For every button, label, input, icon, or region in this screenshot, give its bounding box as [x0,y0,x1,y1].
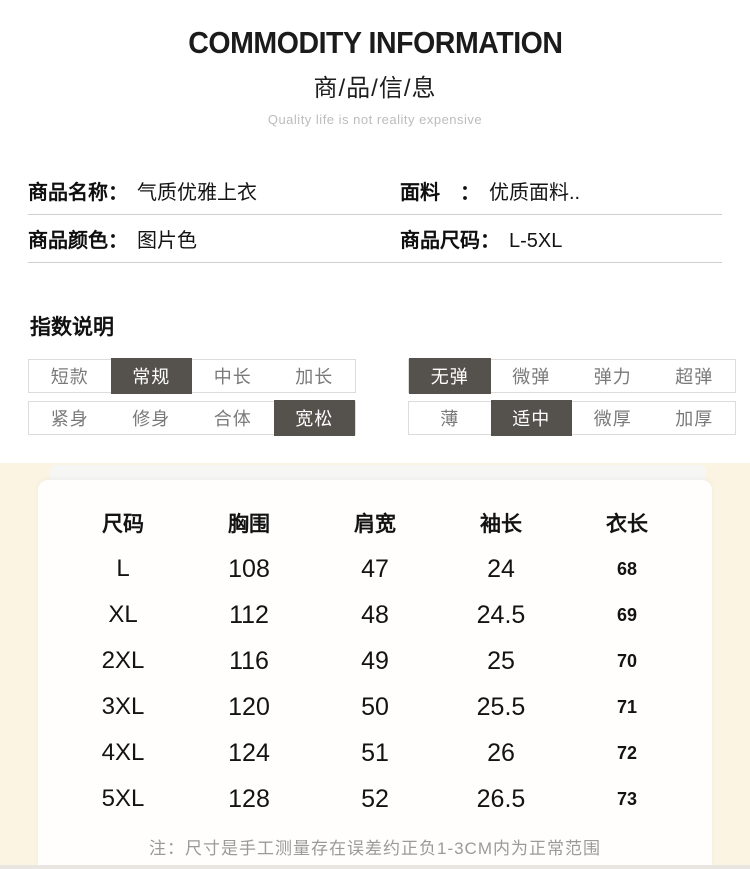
option-chip-mid: 中长 [213,367,252,388]
table-row-5xl: 5XL 128 52 26.5 73 [60,776,690,822]
length-cell: 71 [616,696,638,717]
option-chip-thin: 薄 [440,409,460,430]
fabric-label: 面料 ： [400,182,480,205]
bust-cell: 112 [229,600,269,629]
sleeve-cell: 24 [487,554,515,583]
option-chip-regular: 常规 [110,358,192,395]
col-header-size: 尺码 [102,513,144,536]
table-row-l: L 108 47 24 68 [60,546,690,592]
table-row-xl: XL 112 48 24.5 69 [60,592,690,638]
bust-cell: 120 [228,692,270,721]
page-tagline: Quality life is not reality expensive [267,112,483,128]
info-row-1: 商品名称： 气质优雅上衣 面料 ： 优质面料.. [28,167,722,216]
fabric-field: 面料 ： 优质面料.. [400,176,722,205]
length-cell: 73 [616,788,638,809]
product-name-label: 商品名称： [28,182,128,205]
size-chart-panel: 尺码 胸围 肩宽 袖长 衣长 L 108 47 24 68 XL 112 48 [38,480,712,869]
shoulder-cell: 49 [361,646,389,675]
option-chip-no-stretch: 无弹 [409,358,491,395]
page-title: COMMODITY INFORMATION [187,25,563,60]
shoulder-cell: 50 [361,692,389,721]
page-subtitle-cn: 商/品/信/息 [313,75,437,103]
length-cell: 68 [616,558,638,579]
chip-row-thickness: 薄 适中 微厚 加厚 [408,400,736,437]
option-chip-long: 加长 [295,367,334,388]
size-cell: 5XL [101,785,145,812]
option-chip-tight: 紧身 [50,409,89,430]
product-info-section: 商品名称： 气质优雅上衣 面料 ： 优质面料.. 商品颜色： 图片色 商品尺码：… [0,167,750,264]
bust-cell: 116 [229,646,269,675]
size-cell: XL [108,601,138,628]
page-header: COMMODITY INFORMATION 商/品/信/息 Quality li… [0,0,750,127]
bust-cell: 124 [228,738,270,767]
shoulder-cell: 52 [361,784,389,813]
size-chart-section: 尺码 胸围 肩宽 袖长 衣长 L 108 47 24 68 XL 112 48 [0,463,750,869]
size-cell: 3XL [101,693,145,720]
fabric-value: 优质面料.. [489,182,581,205]
chip-group-length-fit: 短款 常规 中长 加长 紧身 修身 合体 宽松 [28,358,356,443]
shoulder-cell: 48 [361,600,389,629]
option-chip-mild-thick: 微厚 [593,409,632,430]
size-table: 尺码 胸围 肩宽 袖长 衣长 L 108 47 24 68 XL 112 48 [38,480,712,859]
table-row-3xl: 3XL 120 50 25.5 71 [60,684,690,730]
sleeve-cell: 26 [487,738,515,767]
chip-group-stretch-thickness: 无弹 微弹 弹力 超弹 薄 适中 微厚 加厚 [408,358,736,443]
product-name-value: 气质优雅上衣 [137,182,257,205]
table-row-4xl: 4XL 124 51 26 72 [60,730,690,776]
index-section-heading: 指数说明 [30,316,114,340]
option-chip-loose: 宽松 [273,400,355,437]
length-cell: 69 [616,604,638,625]
size-range-field: 商品尺码： L-5XL [400,224,722,253]
color-field: 商品颜色： 图片色 [28,224,400,253]
option-chip-thick: 加厚 [675,409,714,430]
size-cell: 2XL [101,647,145,674]
size-range-value: L-5XL [509,230,563,253]
option-chip-super-stretch: 超弹 [675,367,714,388]
bust-cell: 128 [228,784,270,813]
option-chip-fitted: 合体 [213,409,252,430]
option-chip-short: 短款 [50,367,89,388]
length-cell: 70 [616,650,638,671]
sleeve-cell: 25 [487,646,515,675]
option-chip-micro-stretch: 微弹 [512,367,551,388]
table-header-row: 尺码 胸围 肩宽 袖长 衣长 [60,500,690,546]
col-header-length: 衣长 [606,513,648,536]
product-name-field: 商品名称： 气质优雅上衣 [28,176,400,205]
size-range-label: 商品尺码： [400,230,500,253]
length-cell: 72 [616,742,638,763]
color-value: 图片色 [137,230,197,253]
shoulder-cell: 47 [361,554,389,583]
bottom-divider [0,865,750,869]
col-header-sleeve: 袖长 [480,513,522,536]
col-header-bust: 胸围 [228,513,270,536]
chip-row-fit: 紧身 修身 合体 宽松 [28,400,356,437]
sleeve-cell: 26.5 [476,784,526,813]
chip-row-length: 短款 常规 中长 加长 [28,358,356,395]
index-chip-area: 短款 常规 中长 加长 紧身 修身 合体 宽松 无弹 微弹 弹力 超弹 薄 适中 [0,358,750,443]
table-row-2xl: 2XL 116 49 25 70 [60,638,690,684]
shoulder-cell: 51 [361,738,389,767]
size-cell: 4XL [101,739,145,766]
chip-row-stretch: 无弹 微弹 弹力 超弹 [408,358,736,395]
sleeve-cell: 24.5 [476,600,526,629]
col-header-shoulder: 肩宽 [354,513,396,536]
option-chip-stretch: 弹力 [593,367,632,388]
size-cell: L [116,555,130,582]
option-chip-slim: 修身 [132,409,171,430]
sleeve-cell: 25.5 [476,692,526,721]
info-row-2: 商品颜色： 图片色 商品尺码： L-5XL [28,215,722,264]
measurement-note: 注：尺寸是手工测量存在误差约正负1-3CM内为正常范围 [148,839,601,858]
option-chip-medium: 适中 [490,400,572,437]
bust-cell: 108 [228,554,270,583]
color-label: 商品颜色： [28,230,128,253]
